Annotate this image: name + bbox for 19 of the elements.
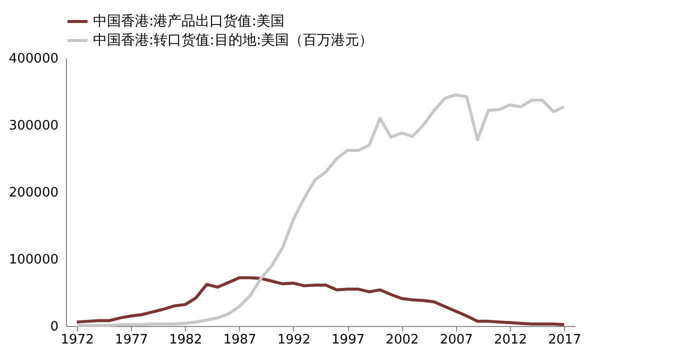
legend-label: 中国香港:港产品出口货值:美国 <box>93 14 284 30</box>
x-tick-label: 1977 <box>114 332 148 348</box>
x-tick-label: 1982 <box>169 332 202 348</box>
x-tick-label: 1987 <box>223 332 256 348</box>
y-tick-label: 300000 <box>8 118 58 134</box>
x-tick-label: 1997 <box>332 332 365 348</box>
x-tick-label: 2017 <box>548 332 582 348</box>
y-tick-label: 200000 <box>8 186 58 200</box>
x-tick-label: 2012 <box>494 332 528 348</box>
x-tick-label: 2007 <box>440 332 473 348</box>
y-tick-label: 400000 <box>8 52 58 66</box>
y-tick-label: 100000 <box>8 252 58 268</box>
y-tick-label: 0 <box>50 320 58 334</box>
legend-label: 中国香港:转口货值:目的地:美国（百万港元） <box>93 32 374 48</box>
line-series <box>75 276 566 326</box>
x-tick-label: 2002 <box>386 332 419 348</box>
x-tick-label: 1972 <box>60 332 94 348</box>
line-series <box>75 93 566 327</box>
x-tick-label: 1992 <box>277 332 310 348</box>
